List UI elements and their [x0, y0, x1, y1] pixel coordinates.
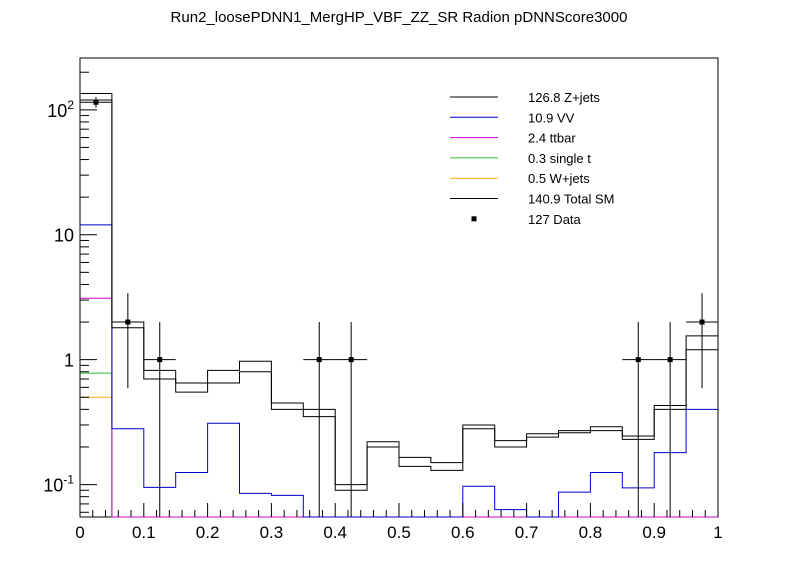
data-point [157, 357, 163, 363]
data-point [316, 357, 322, 363]
legend-marker [471, 216, 477, 222]
legend-label: 0.5 W+jets [528, 171, 590, 186]
x-tick-label: 0.3 [260, 523, 284, 542]
y-tick-label: 10-1 [43, 473, 74, 496]
data-point [348, 357, 354, 363]
y-tick-label: 10 [54, 226, 74, 246]
data-point [699, 319, 705, 325]
legend-label: 127 Data [528, 212, 582, 227]
x-tick-label: 0.9 [642, 523, 666, 542]
legend-label: 126.8 Z+jets [528, 90, 600, 105]
x-tick-label: 0.8 [579, 523, 603, 542]
y-tick-label: 1 [64, 351, 74, 371]
x-tick-label: 1 [713, 523, 722, 542]
x-tick-label: 0.7 [515, 523, 539, 542]
histogram-vv [79, 224, 719, 518]
x-tick-label: 0.5 [387, 523, 411, 542]
legend-label: 0.3 single t [528, 151, 591, 166]
legend-label: 140.9 Total SM [528, 192, 614, 207]
chart-title: Run2_loosePDNN1_MergHP_VBF_ZZ_SR Radion … [170, 9, 628, 26]
histogram-total-sm [79, 93, 719, 517]
x-tick-label: 0.4 [323, 523, 347, 542]
legend-label: 2.4 ttbar [528, 131, 576, 146]
x-tick-label: 0.1 [132, 523, 156, 542]
x-tick-label: 0 [75, 523, 84, 542]
data-point [635, 357, 641, 363]
data-point [125, 319, 131, 325]
data-point [667, 357, 673, 363]
y-tick-label: 102 [47, 98, 74, 121]
data-point [93, 99, 99, 105]
legend-label: 10.9 VV [528, 110, 575, 125]
x-tick-label: 0.6 [451, 523, 475, 542]
x-tick-label: 0.2 [196, 523, 220, 542]
